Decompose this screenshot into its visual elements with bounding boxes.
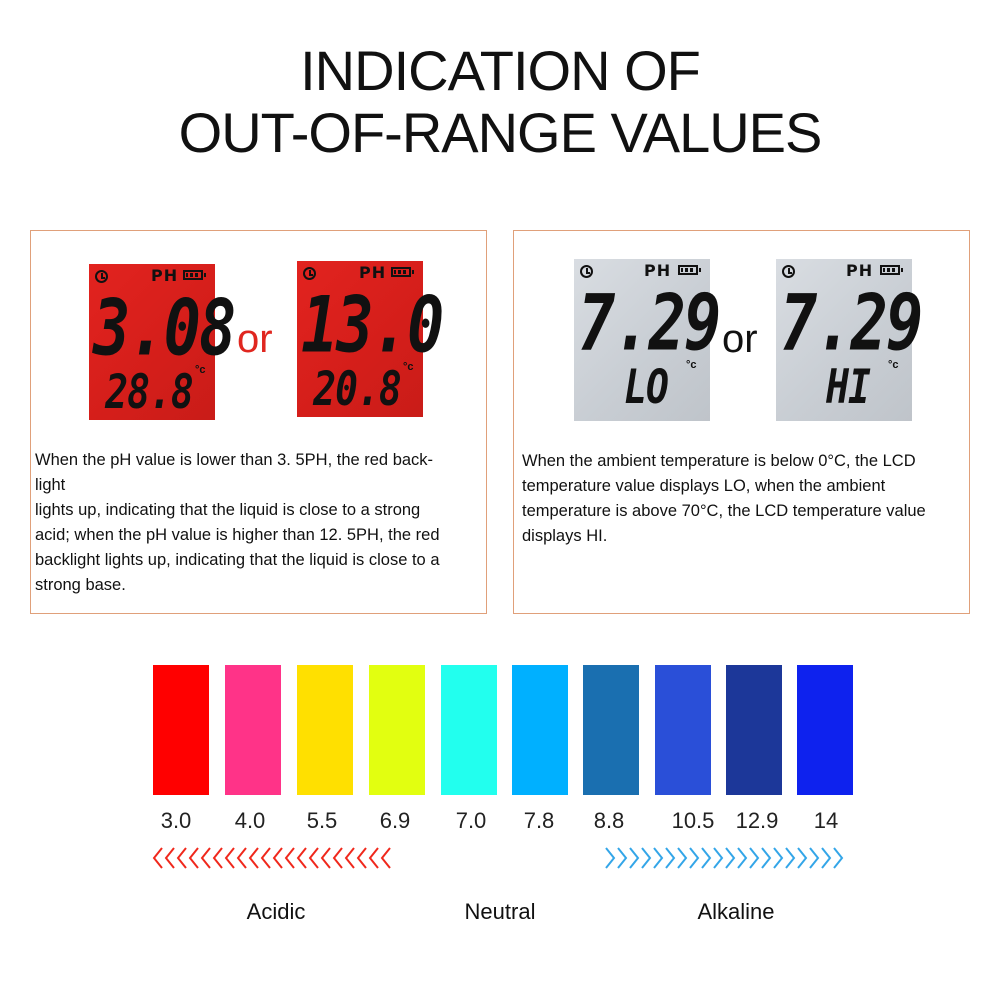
ph-swatch	[225, 665, 281, 795]
lcd-display-low-ph: PH 3.08 28.8 °c	[89, 264, 236, 420]
ph-value-label: 4.0	[234, 808, 266, 833]
description-line: lights up, indicating that the liquid is…	[35, 501, 421, 519]
celsius-label: °c	[888, 359, 899, 371]
ph-swatch	[583, 665, 639, 795]
ph-reading: 13.0	[301, 279, 444, 371]
ph-unit-label: PH	[359, 263, 387, 282]
temperature-reading: 20.8	[313, 361, 402, 416]
ph-reading: 7.29	[780, 277, 923, 369]
lcd-display-temp-low: PH 7.29 LO °c	[574, 259, 721, 421]
description-line: temperature is above 70°C, the LCD tempe…	[522, 502, 926, 520]
description-line: When the ambient temperature is below 0°…	[522, 452, 916, 470]
ph-value-label: 10.5	[671, 808, 715, 833]
celsius-label: °c	[686, 359, 697, 371]
ph-swatch	[369, 665, 425, 795]
title-line-1: INDICATION OF	[300, 39, 701, 102]
battery-icon	[880, 265, 903, 275]
ph-value-label: 14	[813, 808, 839, 833]
acidic-label: Acidic	[246, 899, 306, 924]
ph-swatch	[726, 665, 782, 795]
ph-unit-label: PH	[644, 261, 672, 280]
right-panel: PH 7.29 LO °c or PH 7.29 HI °c When the …	[513, 230, 970, 614]
temperature-status: HI	[826, 359, 871, 414]
ph-value-label: 7.0	[455, 808, 487, 833]
ph-value-label: 8.8	[593, 808, 625, 833]
clock-icon	[580, 265, 593, 278]
description-line: temperature value displays LO, when the …	[522, 477, 886, 495]
ph-value-label: 5.5	[306, 808, 338, 833]
ph-swatch	[153, 665, 209, 795]
lcd-display-temp-high: PH 7.29 HI °c	[776, 259, 923, 421]
ph-swatch	[655, 665, 711, 795]
clock-icon	[782, 265, 795, 278]
celsius-label: °c	[195, 364, 206, 376]
description-line: displays HI.	[522, 527, 608, 545]
ph-swatch	[441, 665, 497, 795]
temperature-status: LO	[624, 359, 669, 414]
or-label: or	[237, 317, 273, 361]
temperature-description: When the ambient temperature is below 0°…	[522, 449, 968, 549]
ph-value-label: 3.0	[160, 808, 192, 833]
neutral-label: Neutral	[464, 899, 536, 924]
clock-icon	[95, 270, 108, 283]
ph-value-label: 12.9	[735, 808, 779, 833]
ph-value-label: 7.8	[523, 808, 555, 833]
lcd-display-high-ph: PH 13.0 20.8 °c	[297, 261, 444, 417]
ph-swatch	[512, 665, 568, 795]
title-line-2: OUT-OF-RANGE VALUES	[178, 101, 823, 164]
ph-unit-label: PH	[846, 261, 874, 280]
description-line: When the pH value is lower than 3. 5PH, …	[35, 451, 434, 469]
alkaline-chevrons-icon	[605, 847, 844, 869]
celsius-label: °c	[403, 361, 414, 373]
ph-reading: 3.08	[93, 282, 236, 374]
battery-icon	[391, 267, 414, 277]
battery-icon	[678, 265, 701, 275]
temperature-reading: 28.8	[105, 364, 194, 419]
ph-reading: 7.29	[578, 277, 721, 369]
ph-swatch	[797, 665, 853, 795]
clock-icon	[303, 267, 316, 280]
description-line: acid; when the pH value is higher than 1…	[35, 526, 440, 544]
left-panel: PH 3.08 28.8 °c or PH 13.0 20.8 °c When …	[30, 230, 487, 614]
battery-icon	[183, 270, 206, 280]
ph-swatch	[297, 665, 353, 795]
ph-description: When the pH value is lower than 3. 5PH, …	[35, 448, 485, 598]
ph-value-label: 6.9	[379, 808, 411, 833]
acidic-chevrons-icon	[152, 847, 391, 869]
alkaline-label: Alkaline	[697, 899, 775, 924]
description-line: backlight lights up, indicating that the…	[35, 551, 440, 569]
ph-unit-label: PH	[151, 266, 179, 285]
description-line: light	[35, 476, 66, 494]
or-label: or	[722, 317, 758, 361]
page-title: INDICATION OF OUT-OF-RANGE VALUES	[0, 40, 1000, 164]
description-line: strong base.	[35, 576, 126, 594]
